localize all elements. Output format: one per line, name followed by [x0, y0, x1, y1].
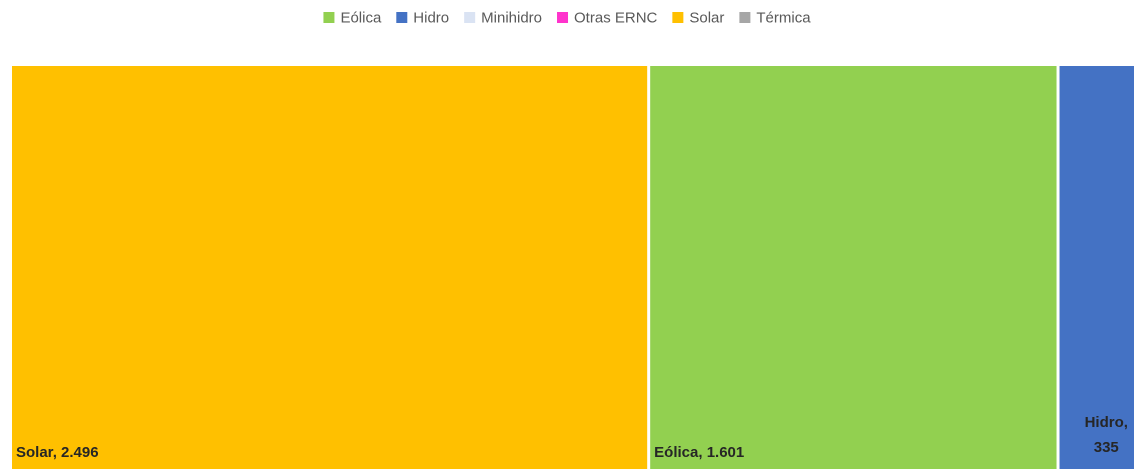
legend-label: Otras ERNC [574, 9, 658, 26]
legend-swatch [396, 12, 408, 23]
cell-name: Hidro [1085, 414, 1124, 431]
cell-value: 1.601 [707, 444, 745, 461]
separator: , [1124, 414, 1128, 431]
legend: Eólica Hidro Minihidro Otras ERNC Solar Térmi… [323, 9, 811, 26]
legend-label: Térmica [756, 9, 811, 26]
treemap-cell [650, 66, 1057, 469]
separator: , [698, 444, 706, 461]
cell-label: Eólica, 1.601 [654, 444, 744, 461]
legend-label: Solar [689, 9, 724, 26]
treemap-cell [1059, 66, 1134, 469]
legend-label: Eólica [340, 9, 382, 26]
legend-swatch [464, 12, 476, 23]
legend-swatch [739, 12, 751, 23]
cell-label: Solar, 2.496 [16, 444, 99, 461]
legend-swatch [323, 12, 335, 23]
legend-swatch [557, 12, 569, 23]
legend-swatch [672, 12, 684, 23]
cell-value: 335 [1094, 439, 1119, 456]
legend-label: Minihidro [481, 9, 542, 26]
cell-name: Eólica [654, 444, 699, 461]
separator: , [53, 444, 61, 461]
treemap-cell [12, 66, 648, 469]
legend-label: Hidro [413, 9, 449, 26]
cell-name: Solar [16, 444, 54, 461]
cell-value: 2.496 [61, 444, 99, 461]
cell-label: Hidro, [1085, 414, 1128, 431]
